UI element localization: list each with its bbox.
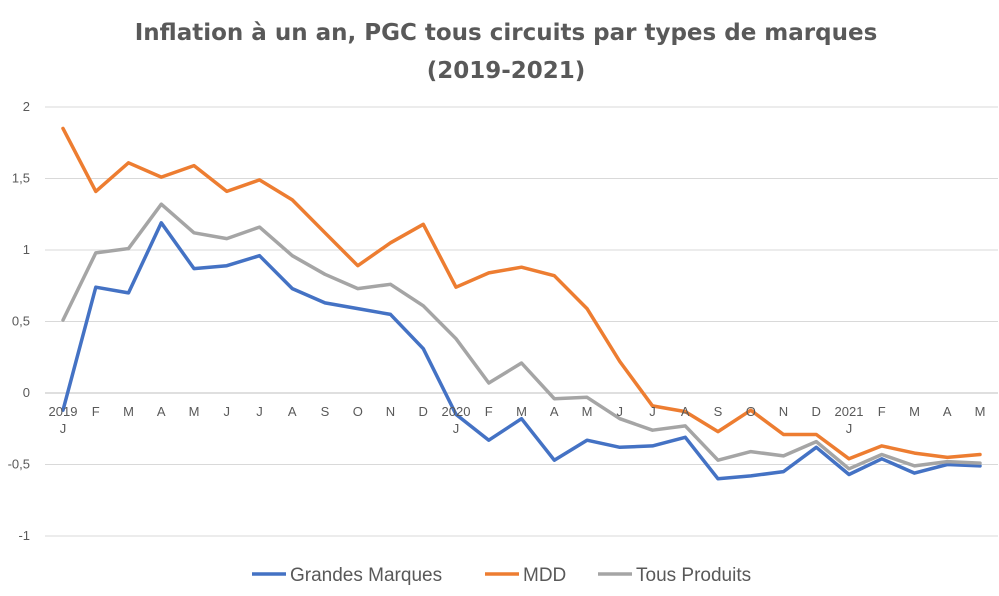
x-tick-label: J (60, 421, 67, 436)
x-tick-label: A (157, 404, 166, 419)
x-tick-label: D (419, 404, 428, 419)
series-line-mdd (61, 126, 982, 461)
x-tick-label: J (617, 404, 624, 419)
y-tick-label: 2 (23, 99, 30, 114)
y-axis-tick-labels: 2 1,5 1 0,5 0 -0,5 -1 (8, 99, 30, 543)
x-tick-label: O (353, 404, 363, 419)
y-tick-label: 1,5 (12, 171, 30, 186)
x-tick-label: A (550, 404, 559, 419)
y-tick-label: -0,5 (8, 457, 30, 472)
x-tick-label: M (975, 404, 986, 419)
x-tick-label: J (453, 421, 460, 436)
x-tick-label: M (582, 404, 593, 419)
x-tick-label: A (288, 404, 297, 419)
x-tick-label: J (224, 404, 231, 419)
y-tick-label: 1 (23, 242, 30, 257)
x-tick-label: J (846, 421, 853, 436)
legend-label-mdd: MDD (523, 565, 566, 586)
x-tick-label: J (649, 404, 656, 419)
x-tick-label: N (386, 404, 395, 419)
chart-title-line-2: (2019-2021) (427, 58, 586, 84)
series-line-tous-produits (61, 202, 982, 471)
x-tick-label: M (123, 404, 134, 419)
x-tick-label: M (189, 404, 200, 419)
legend-label-grandes-marques: Grandes Marques (290, 565, 442, 586)
x-year-label: 2019 (49, 404, 78, 419)
chart-title-line-1: Inflation à un an, PGC tous circuits par… (135, 20, 878, 46)
x-tick-label: F (92, 404, 100, 419)
x-tick-label: A (681, 404, 690, 419)
x-year-label: 2020 (442, 404, 471, 419)
x-tick-label: F (878, 404, 886, 419)
x-tick-label: F (485, 404, 493, 419)
series-lines (61, 126, 982, 481)
x-tick-label: A (943, 404, 952, 419)
y-tick-label: 0 (23, 385, 30, 400)
x-tick-label: S (714, 404, 723, 419)
x-tick-label: S (321, 404, 330, 419)
legend-label-tous-produits: Tous Produits (636, 565, 751, 586)
x-tick-label: O (746, 404, 756, 419)
x-tick-label: N (779, 404, 788, 419)
x-tick-label: D (812, 404, 821, 419)
y-tick-label: -1 (18, 528, 30, 543)
gridlines (45, 106, 998, 537)
y-tick-label: 0,5 (12, 314, 30, 329)
legend: Grandes Marques MDD Tous Produits (252, 565, 751, 586)
series-line-grandes-marques (61, 221, 982, 481)
x-tick-label: M (516, 404, 527, 419)
x-axis-tick-labels: 2019 J F M A M J J A S O N D 2020 J F M A M J J A S O N D 2021 J F M A… (49, 404, 986, 436)
x-tick-label: J (256, 404, 263, 419)
x-tick-label: M (909, 404, 920, 419)
x-year-label: 2021 (835, 404, 864, 419)
